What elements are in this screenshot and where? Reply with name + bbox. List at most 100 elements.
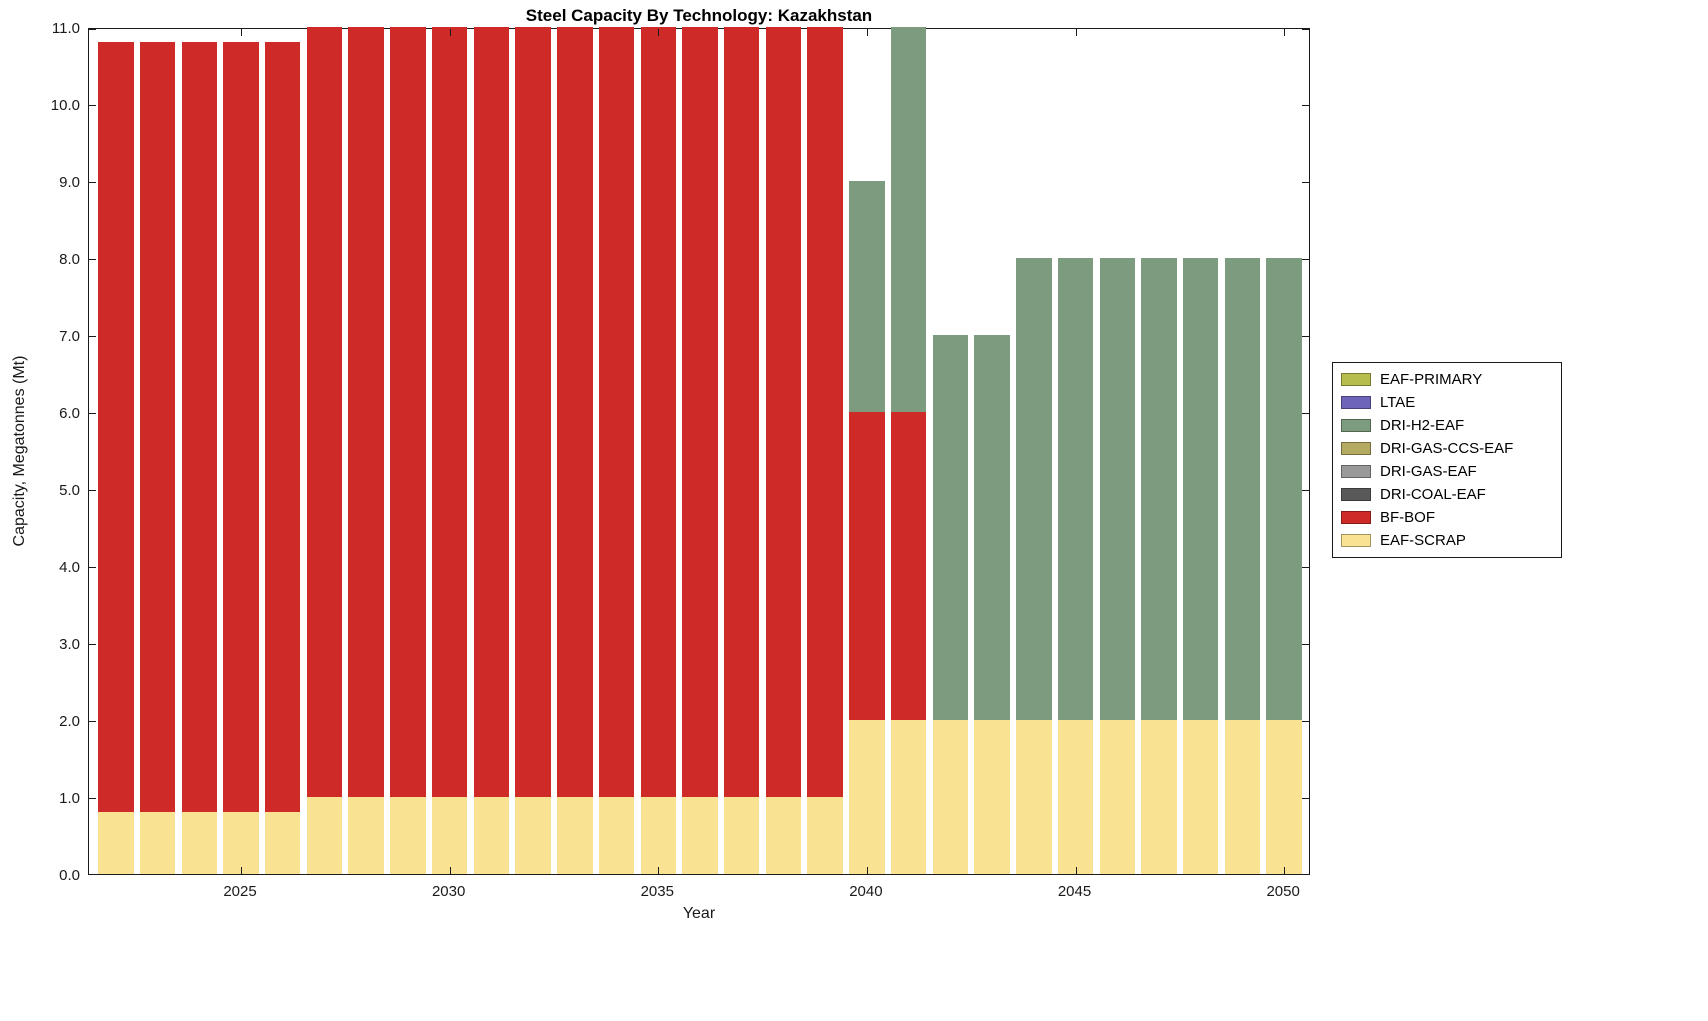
bar-segment-2037-EAF-SCRAP [723, 797, 760, 874]
x-tick-label: 2045 [1057, 883, 1092, 900]
bar-segment-2042-EAF-SCRAP [932, 720, 969, 874]
y-tick-label: 1.0 [59, 790, 80, 807]
y-tick-label: 8.0 [59, 251, 80, 268]
y-tick [89, 336, 96, 337]
x-tick-label: 2025 [223, 883, 257, 900]
bar-segment-2022-BF-BOF [98, 42, 134, 813]
legend-label: DRI-COAL-EAF [1380, 486, 1486, 503]
x-axis-label: Year [682, 905, 716, 922]
x-tick-top [1075, 29, 1077, 36]
legend-item-DRI-H2-EAF: DRI-H2-EAF [1341, 414, 1553, 437]
x-tick [658, 867, 660, 874]
x-tick-top [866, 29, 868, 36]
bar-segment-2038-BF-BOF [765, 27, 802, 797]
bar-segment-2045-DRI-H2-EAF [1057, 258, 1094, 720]
y-tick-right [1302, 336, 1309, 337]
y-tick-label: 3.0 [59, 636, 80, 653]
y-tick-label: 9.0 [59, 174, 80, 191]
legend-label: BF-BOF [1380, 509, 1435, 526]
x-tick [241, 867, 243, 874]
bar-segment-2044-DRI-H2-EAF [1016, 258, 1052, 720]
y-tick [89, 105, 96, 106]
y-tick-right [1302, 644, 1309, 645]
bar-segment-2032-BF-BOF [515, 27, 551, 797]
y-tick-label: 11.0 [51, 20, 80, 37]
bar-segment-2034-EAF-SCRAP [598, 797, 635, 874]
x-tick [1075, 867, 1077, 874]
y-tick-right [1302, 490, 1309, 491]
bar-segment-2035-BF-BOF [640, 27, 676, 797]
bar-segment-2041-EAF-SCRAP [890, 720, 927, 874]
x-tick [449, 867, 451, 874]
legend-swatch-DRI-GAS-EAF [1341, 465, 1371, 478]
y-tick-right [1302, 413, 1309, 414]
legend-label: LTAE [1380, 394, 1416, 411]
y-tick-right [1302, 105, 1309, 106]
bar-segment-2045-EAF-SCRAP [1057, 720, 1094, 874]
x-tick-top [658, 29, 660, 36]
y-tick-label: 2.0 [59, 713, 80, 730]
y-tick-right [1302, 567, 1309, 568]
bar-segment-2024-BF-BOF [181, 42, 218, 813]
bar-segment-2030-EAF-SCRAP [431, 797, 468, 874]
y-axis-label: Capacity, Megatonnes (Mt) [11, 355, 28, 547]
legend-item-DRI-GAS-CCS-EAF: DRI-GAS-CCS-EAF [1341, 437, 1553, 460]
bar-segment-2029-BF-BOF [390, 27, 426, 797]
bar-segment-2027-BF-BOF [306, 27, 343, 797]
bar-segment-2047-EAF-SCRAP [1141, 720, 1177, 874]
x-tick [1284, 867, 1286, 874]
y-tick-label: 6.0 [59, 405, 80, 422]
legend-swatch-LTAE [1341, 396, 1371, 409]
y-tick [89, 644, 96, 645]
bar-segment-2036-BF-BOF [682, 27, 718, 797]
bar-segment-2028-BF-BOF [348, 27, 384, 797]
bar-segment-2026-EAF-SCRAP [265, 812, 301, 874]
x-tick-top [241, 29, 243, 36]
bar-segment-2038-EAF-SCRAP [765, 797, 802, 874]
legend-swatch-EAF-SCRAP [1341, 534, 1371, 547]
bar-segment-2049-EAF-SCRAP [1224, 720, 1261, 874]
legend-label: EAF-SCRAP [1380, 532, 1466, 549]
bar-segment-2037-BF-BOF [723, 27, 760, 797]
bar-segment-2025-BF-BOF [223, 42, 259, 813]
y-tick [89, 798, 96, 799]
bar-segment-2040-EAF-SCRAP [849, 720, 885, 874]
y-tick [89, 567, 96, 568]
bar-segment-2036-EAF-SCRAP [682, 797, 718, 874]
x-tick-label: 2030 [431, 883, 466, 900]
y-tick-right [1302, 259, 1309, 260]
bar-segment-2040-DRI-H2-EAF [849, 181, 885, 412]
y-tick [89, 29, 96, 30]
y-tick [89, 413, 96, 414]
legend-item-EAF-SCRAP: EAF-SCRAP [1341, 529, 1553, 552]
bar-segment-2039-BF-BOF [807, 27, 843, 797]
bar-segment-2031-BF-BOF [473, 27, 510, 797]
bar-segment-2041-DRI-H2-EAF [890, 27, 927, 412]
legend-item-LTAE: LTAE [1341, 391, 1553, 414]
y-tick-right [1302, 29, 1309, 30]
legend-item-DRI-COAL-EAF: DRI-COAL-EAF [1341, 483, 1553, 506]
y-tick-right [1302, 874, 1309, 875]
legend-item-BF-BOF: BF-BOF [1341, 506, 1553, 529]
bar-segment-2043-EAF-SCRAP [974, 720, 1010, 874]
legend-swatch-EAF-PRIMARY [1341, 373, 1371, 386]
y-tick-label: 10.0 [50, 97, 80, 114]
bar-segment-2022-EAF-SCRAP [98, 812, 134, 874]
plot-area [88, 27, 1310, 875]
bar-segment-2031-EAF-SCRAP [473, 797, 510, 874]
x-tick-label: 2040 [849, 883, 883, 900]
bar-segment-2046-DRI-H2-EAF [1099, 258, 1135, 720]
legend-label: DRI-GAS-EAF [1380, 463, 1477, 480]
bar-segment-2023-BF-BOF [139, 42, 176, 813]
x-tick-label: 2035 [640, 883, 674, 900]
legend: EAF-PRIMARY LTAE DRI-H2-EAF DRI-GAS-CCS-EAF… [1332, 362, 1562, 558]
bar-segment-2043-DRI-H2-EAF [974, 335, 1010, 720]
y-tick-right [1302, 721, 1309, 722]
bar-segment-2041-BF-BOF [890, 412, 927, 720]
bar-segment-2035-EAF-SCRAP [640, 797, 676, 874]
y-tick [89, 182, 96, 183]
y-tick [89, 721, 96, 722]
legend-label: DRI-GAS-CCS-EAF [1380, 440, 1514, 457]
y-tick [89, 874, 96, 875]
